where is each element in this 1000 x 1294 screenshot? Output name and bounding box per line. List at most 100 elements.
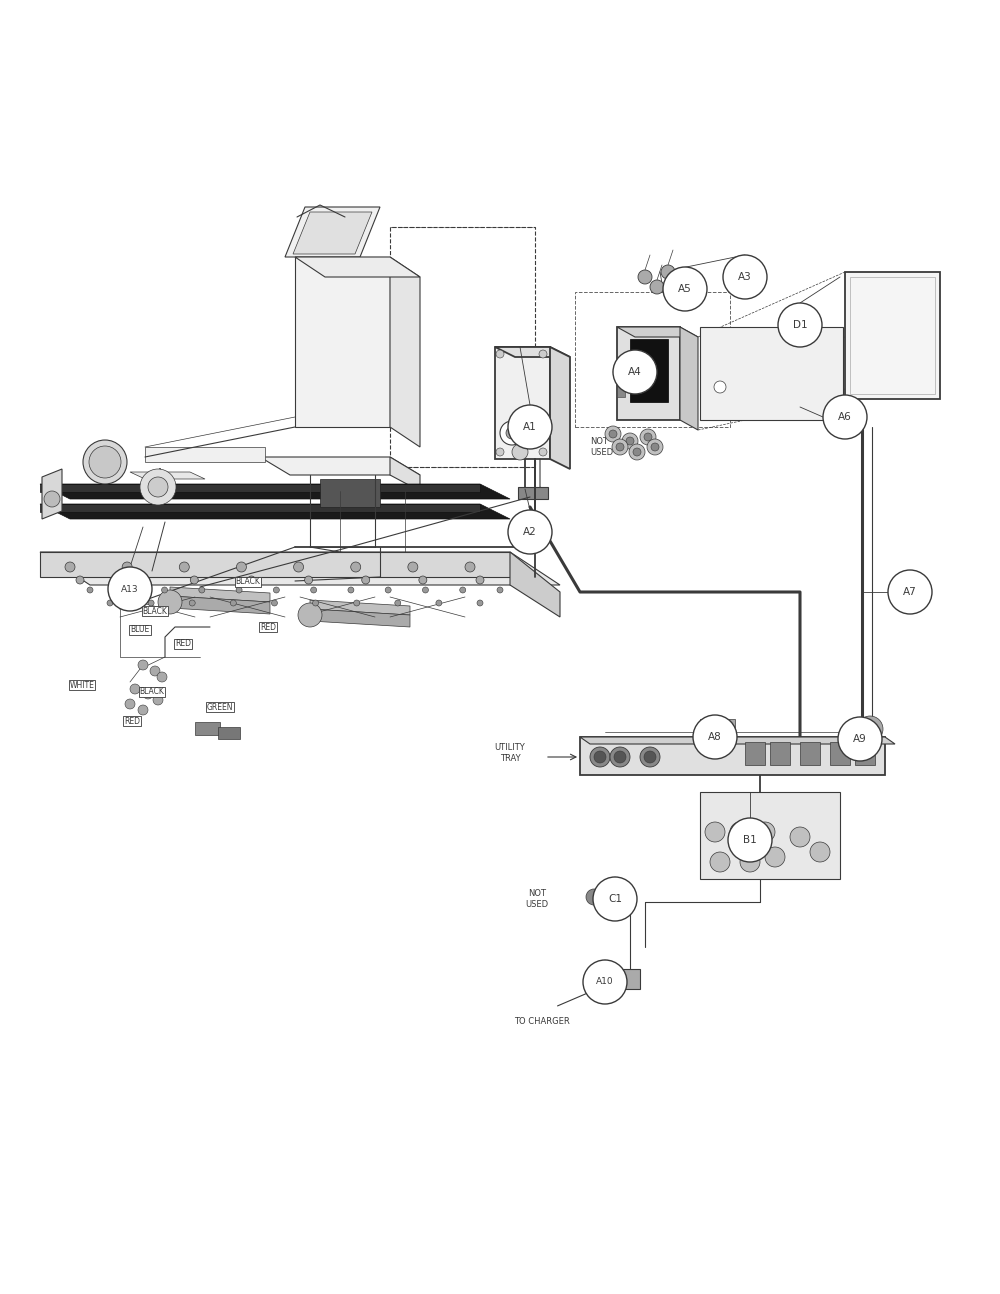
Text: A13: A13 [121,585,139,594]
Text: A4: A4 [628,367,642,377]
Circle shape [76,576,84,584]
Circle shape [612,439,628,455]
Polygon shape [145,446,265,462]
Polygon shape [170,597,270,613]
Circle shape [124,587,130,593]
Circle shape [162,587,168,593]
Polygon shape [310,609,410,628]
Circle shape [651,443,659,452]
Circle shape [512,444,528,459]
Text: WHITE: WHITE [70,681,94,690]
Polygon shape [40,484,480,492]
Circle shape [640,747,660,767]
Text: A8: A8 [708,732,722,741]
Text: NOT
USED: NOT USED [525,889,549,908]
Circle shape [385,587,391,593]
Polygon shape [390,258,420,446]
Circle shape [730,822,750,842]
Polygon shape [518,487,548,499]
Polygon shape [260,457,420,475]
Circle shape [157,672,167,682]
Circle shape [362,576,370,584]
Circle shape [661,265,675,280]
Text: RED: RED [175,639,191,648]
Circle shape [508,405,552,449]
Text: BLACK: BLACK [236,577,260,586]
Circle shape [122,562,132,572]
Polygon shape [320,479,380,507]
Circle shape [65,562,75,572]
Circle shape [313,600,319,606]
Circle shape [125,699,135,709]
Polygon shape [700,327,843,421]
Polygon shape [295,258,420,277]
Polygon shape [285,207,380,258]
Circle shape [460,587,466,593]
Polygon shape [580,738,895,744]
Circle shape [148,600,154,606]
Circle shape [305,576,313,584]
Circle shape [629,444,645,459]
Polygon shape [617,386,625,397]
Circle shape [593,877,637,921]
Polygon shape [40,484,510,499]
Text: UTILITY
TRAY: UTILITY TRAY [495,743,525,762]
Circle shape [354,600,360,606]
Circle shape [506,427,518,439]
Polygon shape [845,272,940,399]
Circle shape [236,562,246,572]
Polygon shape [40,553,510,577]
Circle shape [107,600,113,606]
Circle shape [586,889,602,905]
Circle shape [230,600,236,606]
Polygon shape [770,741,790,765]
Circle shape [436,600,442,606]
Polygon shape [130,472,205,479]
Circle shape [138,705,148,716]
Circle shape [496,448,504,455]
Circle shape [496,349,504,358]
Polygon shape [390,457,420,490]
Circle shape [476,576,484,584]
Circle shape [497,587,503,593]
Text: BLACK: BLACK [140,687,164,696]
Circle shape [395,600,401,606]
Circle shape [150,666,160,675]
Circle shape [640,430,656,445]
Circle shape [271,600,277,606]
Circle shape [83,440,127,484]
Polygon shape [680,327,698,430]
Polygon shape [295,258,390,427]
Circle shape [190,576,198,584]
Circle shape [613,349,657,393]
Circle shape [477,600,483,606]
FancyBboxPatch shape [670,745,688,765]
Text: D1: D1 [793,320,807,330]
Text: GREEN: GREEN [207,703,233,712]
Polygon shape [42,468,62,519]
Circle shape [408,562,418,572]
Circle shape [610,747,630,767]
Circle shape [44,490,60,507]
Circle shape [590,747,610,767]
Circle shape [143,688,153,699]
Circle shape [710,851,730,872]
Circle shape [705,822,725,842]
Circle shape [594,751,606,763]
Circle shape [89,446,121,477]
Polygon shape [293,212,372,254]
Polygon shape [40,503,510,519]
Text: A1: A1 [523,422,537,432]
Polygon shape [855,741,875,765]
Circle shape [728,818,772,862]
Circle shape [647,439,663,455]
Circle shape [199,587,205,593]
Circle shape [838,717,882,761]
Circle shape [348,587,354,593]
Circle shape [133,576,141,584]
Text: A6: A6 [838,411,852,422]
Polygon shape [580,738,885,775]
Circle shape [633,448,641,455]
Polygon shape [630,339,668,402]
Circle shape [693,716,737,760]
